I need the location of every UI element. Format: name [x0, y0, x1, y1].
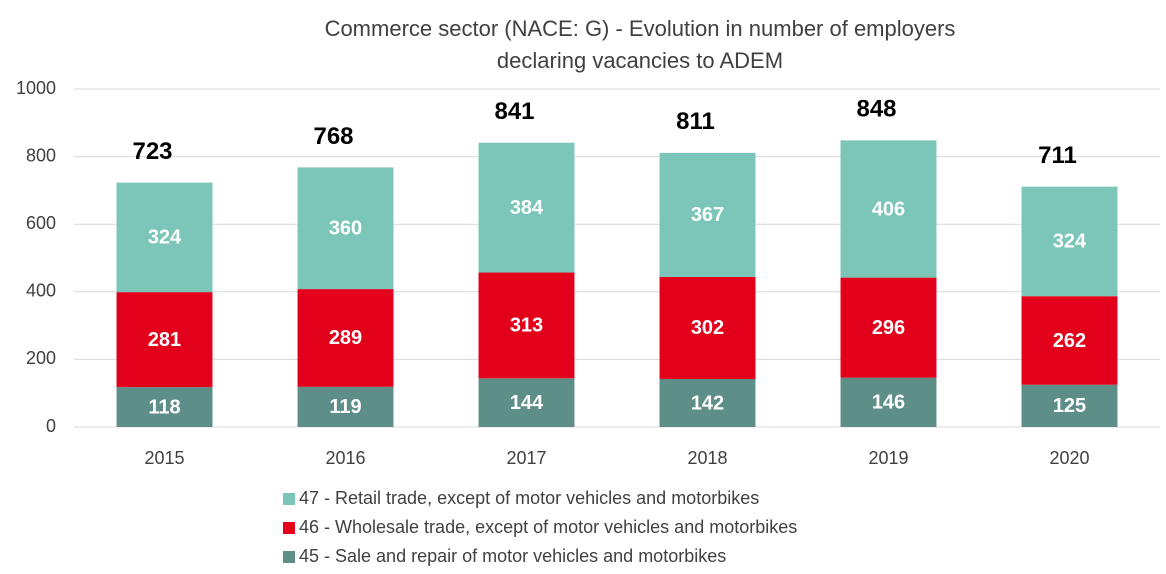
data-label: 302 [691, 317, 724, 339]
data-label: 324 [1053, 231, 1087, 253]
bar-segment [840, 377, 937, 427]
data-label: 262 [1053, 330, 1086, 352]
total-label: 711 [1038, 142, 1077, 169]
x-tick-label: 2018 [687, 448, 727, 468]
y-tick-label: 800 [26, 145, 56, 165]
legend-swatch [283, 493, 295, 505]
bar-segment [840, 140, 937, 278]
bar-segment [478, 272, 575, 379]
bar-segment [659, 276, 756, 380]
bar-segment [840, 277, 937, 378]
data-label: 289 [329, 327, 362, 349]
total-label: 811 [676, 108, 715, 135]
legend-swatch [283, 551, 295, 563]
data-label: 119 [329, 396, 361, 418]
data-label: 146 [872, 392, 905, 414]
total-label: 768 [313, 123, 353, 150]
data-label: 324 [148, 227, 182, 249]
y-tick-label: 1000 [16, 78, 56, 98]
bar-segment [297, 386, 394, 427]
x-tick-label: 2017 [506, 448, 546, 468]
data-label: 384 [510, 197, 544, 219]
legend-label: 45 - Sale and repair of motor vehicles a… [299, 546, 726, 566]
bar-segment [1021, 384, 1118, 427]
data-label: 406 [872, 198, 905, 220]
y-tick-label: 600 [26, 213, 56, 233]
data-label: 144 [510, 392, 544, 414]
bar-segment [659, 379, 756, 427]
x-tick-label: 2019 [868, 448, 908, 468]
y-tick-label: 200 [26, 348, 56, 368]
total-label: 841 [494, 98, 534, 125]
data-label: 125 [1053, 395, 1086, 417]
data-label: 142 [691, 392, 724, 414]
bar-segment [1021, 186, 1118, 297]
data-label: 281 [148, 329, 181, 351]
bar-segment [116, 387, 213, 427]
total-label: 848 [856, 96, 896, 123]
bar-segment [116, 182, 213, 293]
data-label: 296 [872, 317, 905, 339]
y-tick-label: 400 [26, 281, 56, 301]
legend-label: 47 - Retail trade, except of motor vehic… [299, 488, 759, 508]
bar-segment [297, 167, 394, 290]
data-label: 118 [148, 396, 180, 418]
bar-segment [116, 292, 213, 388]
x-tick-label: 2016 [325, 448, 365, 468]
legend-swatch [283, 522, 295, 534]
bar-segment [297, 289, 394, 387]
data-label: 313 [510, 315, 543, 337]
bar-segment [659, 152, 756, 277]
total-label: 723 [132, 138, 172, 165]
chart-title: declaring vacancies to ADEM [497, 48, 783, 73]
bar-segment [1021, 296, 1118, 385]
data-label: 360 [329, 218, 362, 240]
bar-segment [478, 142, 575, 273]
legend-label: 46 - Wholesale trade, except of motor ve… [299, 517, 797, 537]
x-tick-label: 2020 [1049, 448, 1089, 468]
bar-segment [478, 378, 575, 427]
data-label: 367 [691, 204, 724, 226]
x-tick-label: 2015 [144, 448, 184, 468]
chart-title: Commerce sector (NACE: G) - Evolution in… [325, 16, 956, 41]
y-tick-label: 0 [46, 416, 56, 436]
